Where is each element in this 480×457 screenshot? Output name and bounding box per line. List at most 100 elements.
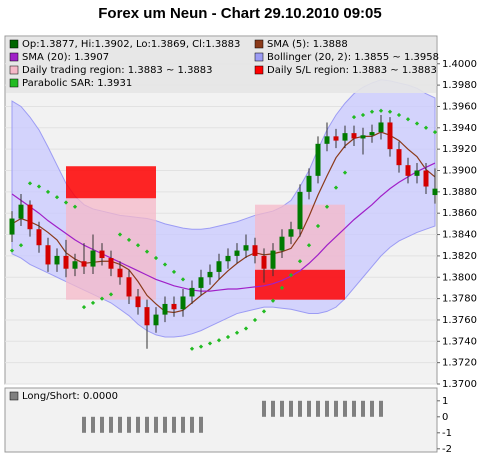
legend-label: Long/Short: 0.0000 xyxy=(22,391,118,402)
bar xyxy=(181,416,185,433)
bar xyxy=(298,400,302,417)
candle-body xyxy=(126,277,132,297)
sar-dot xyxy=(36,184,42,189)
y-tick-label: 1.3900 xyxy=(442,166,477,177)
bar xyxy=(82,416,86,433)
candle-body xyxy=(216,261,222,272)
sar-dot xyxy=(432,129,438,135)
bar xyxy=(325,400,329,417)
bar xyxy=(199,416,203,433)
sma-line xyxy=(11,162,436,292)
bar xyxy=(352,400,356,417)
legend-label: Bollinger (20, 2): 1.3855 ~ 1.3958 xyxy=(267,52,439,63)
candle-body xyxy=(270,250,276,269)
candle-body xyxy=(153,314,159,326)
y-tick-label: 1.3700 xyxy=(442,379,477,390)
y-tick-label: -1 xyxy=(442,428,452,439)
sar-dot xyxy=(324,204,330,209)
legend-swatch xyxy=(254,52,264,62)
sar-dot xyxy=(45,189,51,194)
bar xyxy=(100,416,104,433)
legend-swatch xyxy=(254,65,264,75)
bar xyxy=(343,400,347,417)
candle-body xyxy=(234,250,240,256)
bar xyxy=(271,400,275,417)
y-tick-label: 1.3840 xyxy=(442,230,477,241)
bar xyxy=(307,400,311,417)
candle-body xyxy=(351,133,357,139)
candle-body xyxy=(171,303,177,310)
candle-body xyxy=(36,229,42,246)
y-tick-label: 1.3760 xyxy=(442,315,477,326)
y-tick-label: 1 xyxy=(442,396,448,407)
y-tick-label: 1.3980 xyxy=(442,80,477,91)
legend-label: Daily trading region: 1.3883 ~ 1.3883 xyxy=(22,65,213,76)
legend-swatch xyxy=(9,65,19,75)
bar xyxy=(289,400,293,417)
sar-dot xyxy=(171,269,177,275)
bar xyxy=(136,416,140,433)
candle-body xyxy=(369,132,375,136)
y-tick-label: 1.3720 xyxy=(442,358,477,369)
candle-body xyxy=(135,296,141,308)
bar xyxy=(163,416,167,433)
y-tick-label: 1.3780 xyxy=(442,294,477,305)
sar-dot xyxy=(261,309,267,314)
candle-body xyxy=(306,175,312,192)
sar-dot xyxy=(216,338,222,343)
legend-swatch xyxy=(9,39,19,49)
bar xyxy=(262,400,266,417)
sar-dot xyxy=(27,181,33,186)
candle-body xyxy=(9,218,15,235)
sar-dot xyxy=(279,285,285,291)
sar-dot xyxy=(18,243,24,248)
bar xyxy=(127,416,131,433)
y-tick-label: 1.3960 xyxy=(442,101,477,112)
candle-body xyxy=(180,296,186,310)
legend-swatch xyxy=(9,78,19,88)
candle-body xyxy=(18,204,24,219)
candle-body xyxy=(243,245,249,251)
sar-dot xyxy=(54,195,60,200)
sar-dot xyxy=(207,341,213,346)
sar-dot xyxy=(333,185,339,190)
candle-body xyxy=(27,204,33,230)
bar xyxy=(118,416,122,433)
y-tick-label: 1.3940 xyxy=(442,123,477,134)
bar xyxy=(190,416,194,433)
bar xyxy=(334,400,338,417)
candle-body xyxy=(54,255,60,265)
candle-body xyxy=(378,122,384,133)
legend-box xyxy=(6,37,436,93)
sar-dot xyxy=(162,262,168,267)
candle-body xyxy=(81,261,87,267)
bar xyxy=(109,416,113,433)
candle-body xyxy=(45,245,51,265)
sar-dot xyxy=(198,344,204,349)
bar xyxy=(316,400,320,417)
sar-dot xyxy=(135,243,141,248)
legend-label: Parabolic SAR: 1.3931 xyxy=(22,78,132,89)
candle-body xyxy=(162,303,168,315)
candle-body xyxy=(297,191,303,230)
candle-body xyxy=(90,250,96,267)
candle-body xyxy=(279,236,285,251)
y-tick-label: 1.3740 xyxy=(442,336,477,347)
sar-dot xyxy=(189,346,195,351)
legend-swatch xyxy=(9,391,19,401)
candle-body xyxy=(360,135,366,139)
candle-body xyxy=(225,255,231,262)
y-tick-label: 1.3880 xyxy=(442,187,477,198)
candle-body xyxy=(198,277,204,288)
bar xyxy=(154,416,158,433)
legend-label: SMA (20): 1.3907 xyxy=(22,52,109,63)
sar-dot xyxy=(63,200,69,205)
sar-dot xyxy=(225,334,231,340)
candle-body xyxy=(63,255,69,269)
candle-body xyxy=(108,258,114,269)
sl-region xyxy=(66,166,156,199)
y-tick-label: 1.3920 xyxy=(442,144,477,155)
candle-body xyxy=(117,268,123,278)
y-tick-label: -2 xyxy=(442,444,452,455)
legend-label: Op:1.3877, Hi:1.3902, Lo:1.3869, Cl:1.38… xyxy=(22,39,240,50)
